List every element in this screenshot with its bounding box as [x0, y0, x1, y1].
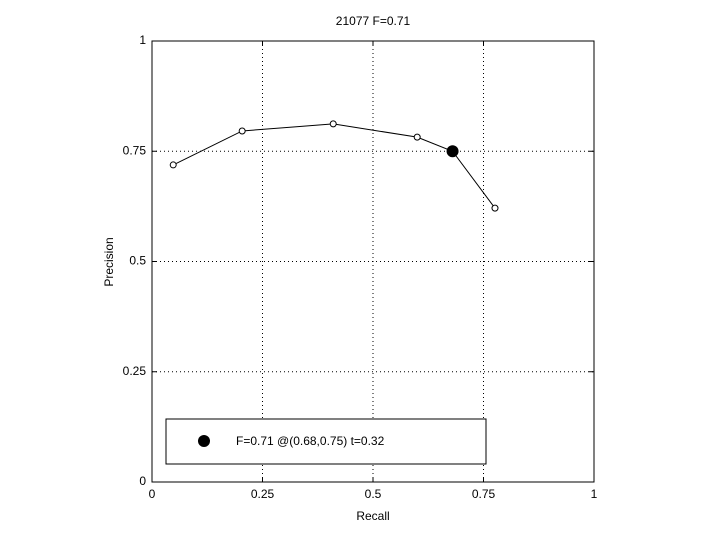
series-line	[172, 123, 496, 209]
x-axis-label: Recall	[356, 509, 389, 523]
legend-box	[165, 418, 487, 465]
plot-frame	[151, 40, 595, 483]
point	[329, 120, 337, 128]
y-tick-label: 0.5	[129, 254, 146, 268]
x-tick-label: 1	[591, 487, 598, 501]
y-tick-label: 1	[139, 33, 146, 47]
chart-title: 21077 F=0.71	[336, 14, 411, 28]
x-tick-label: 0.5	[365, 487, 382, 501]
legend-marker	[198, 435, 210, 447]
x-tick-label: 0	[149, 487, 156, 501]
y-axis-label: Precision	[102, 237, 116, 286]
point	[491, 204, 499, 212]
y-tick-label: 0.75	[123, 143, 147, 157]
point	[413, 133, 421, 141]
legend-label: F=0.71 @(0.68,0.75) t=0.32	[236, 434, 385, 448]
y-tick-label: 0	[139, 474, 146, 488]
point	[238, 127, 246, 135]
x-tick-label: 0.75	[472, 487, 496, 501]
x-tick-label: 0.25	[251, 487, 275, 501]
highlight-point	[446, 145, 459, 158]
y-tick-label: 0.25	[123, 364, 147, 378]
point	[169, 161, 177, 169]
